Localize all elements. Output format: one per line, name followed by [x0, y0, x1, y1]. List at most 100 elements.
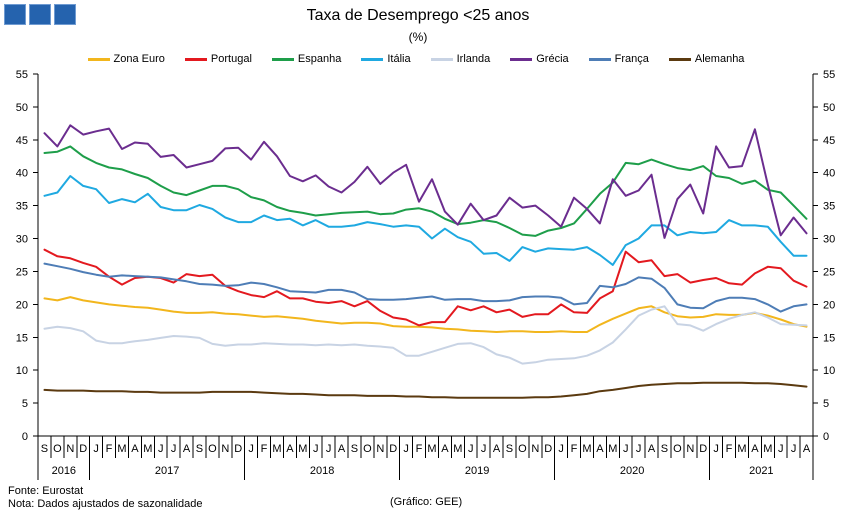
- y-tick-label-left: 30: [16, 234, 28, 246]
- legend: Zona Euro Portugal Espanha Itália Irland…: [0, 53, 832, 65]
- month-tick-label: D: [79, 443, 87, 455]
- year-label: 2021: [749, 465, 773, 477]
- y-tick-label-left: 50: [16, 102, 28, 114]
- note-text: Nota: Dados ajustados de sazonalidade: [8, 498, 203, 510]
- month-tick-label: J: [791, 443, 797, 455]
- month-tick-label: D: [389, 443, 397, 455]
- series-line-alemanha: [43, 381, 808, 399]
- month-tick-label: J: [636, 443, 642, 455]
- legend-swatch-espanha: [271, 57, 294, 61]
- y-tick-label-right: 0: [823, 431, 829, 443]
- y-tick-label-left: 10: [16, 365, 28, 377]
- month-tick-label: M: [272, 443, 281, 455]
- month-tick-label: A: [648, 443, 656, 455]
- year-label: 2018: [310, 465, 334, 477]
- month-tick-label: J: [248, 443, 254, 455]
- year-label: 2016: [52, 465, 76, 477]
- legend-label-alemanha: Alemanha: [694, 53, 745, 65]
- y-tick-label-right: 10: [823, 365, 835, 377]
- month-tick-label: S: [41, 443, 48, 455]
- month-tick-label: A: [751, 443, 759, 455]
- y-tick-label-left: 55: [16, 69, 28, 81]
- month-tick-label: M: [737, 443, 746, 455]
- series-line-portugal: [43, 248, 808, 327]
- month-tick-label: M: [298, 443, 307, 455]
- legend-label-portugal: Portugal: [210, 53, 252, 65]
- month-tick-label: F: [726, 443, 733, 455]
- month-tick-label: J: [403, 443, 409, 455]
- legend-item-italia: Itália: [361, 53, 411, 65]
- legend-item-irlanda: Irlanda: [430, 53, 491, 65]
- series-line-zona-euro: [43, 296, 808, 333]
- logo-square-2: [29, 4, 51, 25]
- month-tick-label: A: [803, 443, 811, 455]
- month-tick-label: J: [171, 443, 177, 455]
- legend-swatch-zona-euro: [87, 57, 110, 61]
- month-tick-label: O: [53, 443, 62, 455]
- month-tick-label: A: [493, 443, 501, 455]
- month-tick-label: O: [673, 443, 682, 455]
- month-tick-label: A: [441, 443, 449, 455]
- legend-swatch-grecia: [510, 57, 533, 61]
- month-tick-label: N: [221, 443, 229, 455]
- legend-swatch-italia: [361, 57, 384, 61]
- month-tick-label: J: [468, 443, 474, 455]
- legend-swatch-irlanda: [430, 57, 453, 61]
- source-text: Fonte: Eurostat: [8, 485, 84, 497]
- month-tick-label: J: [558, 443, 564, 455]
- y-tick-label-right: 30: [823, 234, 835, 246]
- month-tick-label: F: [261, 443, 268, 455]
- month-tick-label: D: [234, 443, 242, 455]
- y-tick-label-left: 20: [16, 299, 28, 311]
- month-tick-label: J: [713, 443, 719, 455]
- month-tick-label: J: [481, 443, 487, 455]
- series-line-franca: [43, 262, 808, 313]
- month-tick-label: O: [363, 443, 372, 455]
- month-tick-label: O: [208, 443, 217, 455]
- legend-label-irlanda: Irlanda: [456, 53, 491, 65]
- y-tick-label-right: 20: [823, 299, 835, 311]
- series-line-irlanda: [43, 305, 808, 365]
- y-tick-label-left: 15: [16, 332, 28, 344]
- y-tick-label-left: 45: [16, 135, 28, 147]
- month-tick-label: J: [623, 443, 629, 455]
- logo-squares: [4, 4, 76, 25]
- month-tick-label: M: [608, 443, 617, 455]
- chart-title: Taxa de Desemprego <25 anos: [306, 7, 530, 24]
- month-tick-label: A: [338, 443, 346, 455]
- series-line-italia: [43, 175, 808, 266]
- month-tick-label: S: [351, 443, 358, 455]
- month-tick-label: J: [313, 443, 319, 455]
- legend-item-portugal: Portugal: [184, 53, 252, 65]
- chart-subtitle: (%): [408, 30, 428, 44]
- series-line-grecia: [43, 124, 808, 239]
- legend-item-alemanha: Alemanha: [668, 53, 745, 65]
- month-tick-label: J: [778, 443, 784, 455]
- logo-square-3: [54, 4, 76, 25]
- month-tick-label: N: [66, 443, 74, 455]
- y-tick-label-left: 25: [16, 266, 28, 278]
- y-tick-label-left: 35: [16, 201, 28, 213]
- year-label: 2019: [465, 465, 489, 477]
- legend-label-franca: França: [614, 53, 649, 65]
- month-tick-label: N: [686, 443, 694, 455]
- logo-square-1: [4, 4, 26, 25]
- month-tick-label: J: [326, 443, 332, 455]
- legend-label-zona-euro: Zona Euro: [113, 53, 165, 65]
- month-tick-label: S: [506, 443, 513, 455]
- y-tick-label-right: 15: [823, 332, 835, 344]
- y-tick-label-right: 5: [823, 398, 829, 410]
- legend-item-franca: França: [588, 53, 649, 65]
- month-tick-label: M: [763, 443, 772, 455]
- month-tick-label: S: [196, 443, 203, 455]
- month-tick-label: O: [518, 443, 527, 455]
- y-tick-label-right: 35: [823, 201, 835, 213]
- month-tick-label: F: [416, 443, 423, 455]
- month-tick-label: M: [427, 443, 436, 455]
- legend-label-espanha: Espanha: [297, 53, 342, 65]
- year-label: 2020: [620, 465, 644, 477]
- month-tick-label: M: [117, 443, 126, 455]
- y-tick-label-left: 5: [22, 398, 28, 410]
- month-tick-label: J: [93, 443, 99, 455]
